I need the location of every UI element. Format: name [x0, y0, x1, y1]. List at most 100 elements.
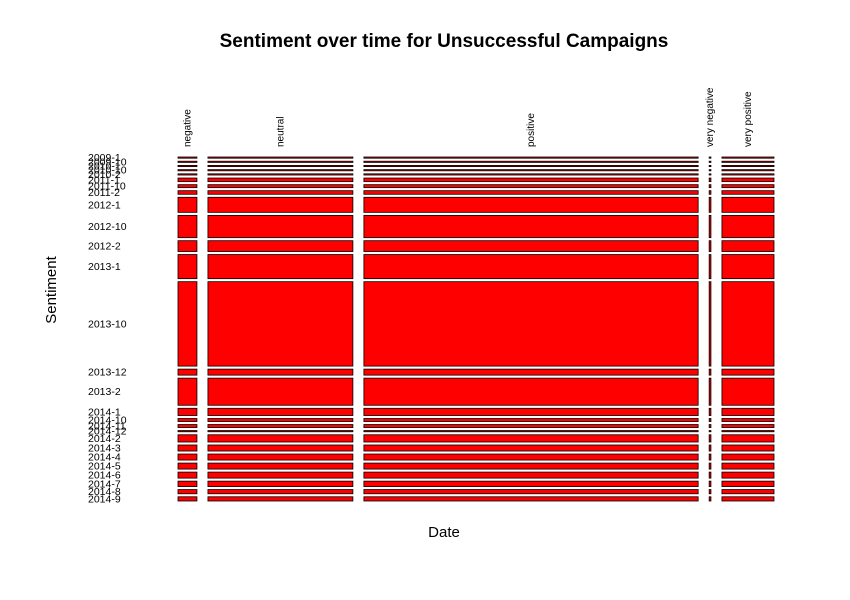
tile-2014-4-very-positive [721, 453, 775, 461]
tile-2014-10-very-positive [721, 418, 775, 422]
tile-2012-10-very-positive [721, 214, 775, 239]
tile-2012-10-very-negative [708, 214, 712, 239]
tile-2014-12-negative [177, 430, 198, 433]
tile-2011-2-very-negative [708, 190, 712, 195]
row-label-2011-1: 2011-1 [88, 174, 120, 186]
tile-2013-10-neutral [207, 281, 354, 367]
row-label-2014-5: 2014-5 [88, 461, 121, 473]
tile-2014-3-very-negative [708, 444, 712, 452]
row-label-2014-6: 2014-6 [88, 470, 121, 482]
tile-2014-10-positive [363, 418, 699, 422]
tile-2013-10-negative [177, 281, 198, 367]
tile-2014-9-neutral [207, 496, 354, 502]
tile-2010-10-negative [177, 169, 198, 172]
tile-2012-2-very-negative [708, 240, 712, 252]
tile-2013-1-negative [177, 254, 198, 280]
row-label-2010-2: 2010-2 [88, 169, 121, 181]
tile-2014-3-neutral [207, 444, 354, 452]
tile-2011-10-positive [363, 184, 699, 189]
tile-2014-5-very-positive [721, 462, 775, 470]
tile-2010-2-very-negative [708, 173, 712, 176]
tile-2014-11-negative [177, 424, 198, 428]
tile-2012-2-very-positive [721, 240, 775, 252]
tile-2009-10-very-negative [708, 160, 712, 163]
tile-2014-6-neutral [207, 471, 354, 479]
tile-2009-1-neutral [207, 156, 354, 159]
tile-2013-12-neutral [207, 368, 354, 376]
tile-2009-10-very-positive [721, 160, 775, 163]
tile-2012-1-very-negative [708, 196, 712, 213]
tile-2011-2-neutral [207, 190, 354, 195]
tile-2011-10-neutral [207, 184, 354, 189]
tile-2014-8-very-positive [721, 489, 775, 495]
tile-2012-2-neutral [207, 240, 354, 252]
tile-2014-5-neutral [207, 462, 354, 470]
tile-2013-2-very-negative [708, 377, 712, 406]
row-labels: 2009-12009-102010-12010-102010-22011-120… [88, 152, 127, 505]
column-labels: negative neutral positive very negative very… [182, 87, 754, 147]
row-label-2010-1: 2010-1 [88, 161, 121, 173]
tile-2014-5-positive [363, 462, 699, 470]
tile-2009-10-negative [177, 160, 198, 163]
tile-2013-1-positive [363, 254, 699, 280]
tile-2014-7-negative [177, 480, 198, 487]
tile-2014-6-very-negative [708, 471, 712, 479]
tile-2014-2-neutral [207, 434, 354, 443]
row-label-2014-11: 2014-11 [88, 421, 126, 433]
column-label-positive: positive [526, 113, 537, 147]
tile-2011-10-very-negative [708, 184, 712, 189]
tile-2012-2-positive [363, 240, 699, 252]
tile-2014-4-positive [363, 453, 699, 461]
tile-2009-1-negative [177, 156, 198, 159]
tile-2014-4-negative [177, 453, 198, 461]
tile-2010-10-positive [363, 169, 699, 172]
tile-2013-12-very-negative [708, 368, 712, 376]
tile-2011-1-negative [177, 177, 198, 183]
tile-2013-2-negative [177, 377, 198, 406]
tile-2011-10-very-positive [721, 184, 775, 189]
row-label-2014-1: 2014-1 [88, 406, 121, 418]
tile-2010-10-very-positive [721, 169, 775, 172]
row-label-2014-4: 2014-4 [88, 452, 121, 464]
tile-2009-1-positive [363, 156, 699, 159]
tile-2014-4-neutral [207, 453, 354, 461]
tile-2014-1-positive [363, 407, 699, 416]
tile-2010-2-positive [363, 173, 699, 176]
tile-2014-3-negative [177, 444, 198, 452]
tile-2012-2-negative [177, 240, 198, 252]
tile-2012-1-very-positive [721, 196, 775, 213]
row-label-2012-10: 2012-10 [88, 221, 127, 233]
row-label-2013-2: 2013-2 [88, 386, 121, 398]
row-label-2012-2: 2012-2 [88, 241, 121, 253]
tile-2011-2-very-positive [721, 190, 775, 195]
tile-2013-1-neutral [207, 254, 354, 280]
tile-2013-1-very-negative [708, 254, 712, 280]
tile-2014-1-very-positive [721, 407, 775, 416]
column-label-negative: negative [182, 109, 193, 147]
tile-2014-12-very-positive [721, 430, 775, 433]
tile-2010-1-very-positive [721, 165, 775, 168]
tile-2014-6-negative [177, 471, 198, 479]
row-label-2009-1: 2009-1 [88, 152, 121, 164]
tile-2011-1-neutral [207, 177, 354, 183]
tile-2014-1-very-negative [708, 407, 712, 416]
tile-2009-10-positive [363, 160, 699, 163]
tile-2014-12-neutral [207, 430, 354, 433]
tile-2014-8-negative [177, 489, 198, 495]
tile-2011-1-positive [363, 177, 699, 183]
tile-2010-10-very-negative [708, 169, 712, 172]
tile-2012-10-negative [177, 214, 198, 239]
tile-2010-1-very-negative [708, 165, 712, 168]
tile-2014-11-positive [363, 424, 699, 428]
tile-2013-12-positive [363, 368, 699, 376]
x-axis-label: Date [428, 524, 460, 541]
tile-2014-7-neutral [207, 480, 354, 487]
tile-2011-10-negative [177, 184, 198, 189]
tile-2010-2-negative [177, 173, 198, 176]
tile-2014-12-very-negative [708, 430, 712, 433]
tile-2014-10-negative [177, 418, 198, 422]
tile-2010-1-positive [363, 165, 699, 168]
tile-2012-1-neutral [207, 196, 354, 213]
row-label-2010-10: 2010-10 [88, 165, 127, 177]
